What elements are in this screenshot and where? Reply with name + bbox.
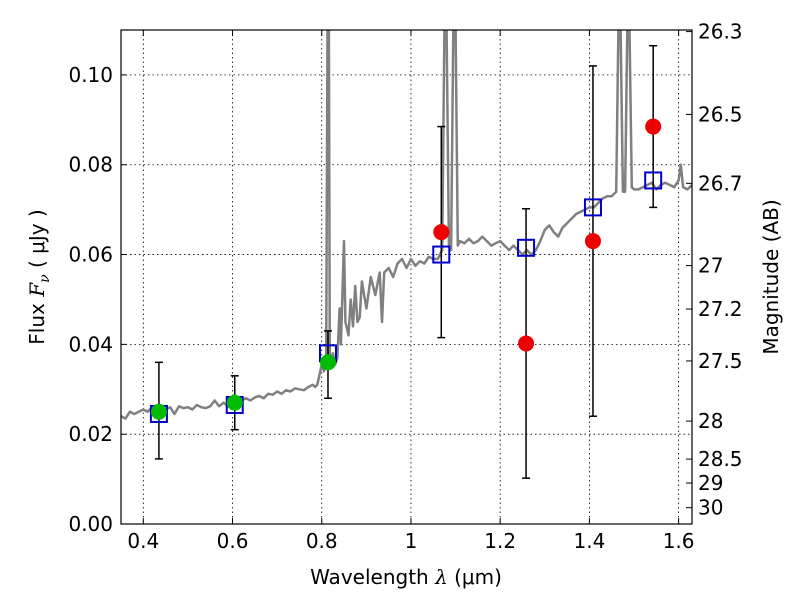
magnitude-tick-label: 27.2 xyxy=(698,297,743,321)
y-tick-label: 0.04 xyxy=(68,332,113,356)
model-photometry-point xyxy=(583,198,602,217)
magnitude-tick-label: 27 xyxy=(698,254,723,278)
x-tick-label: 0.4 xyxy=(127,529,159,553)
x-tick-label: 1.2 xyxy=(484,529,516,553)
magnitude-tick-label: 26.5 xyxy=(698,102,743,126)
x-tick-label: 0.8 xyxy=(306,529,338,553)
measurement-point xyxy=(584,233,601,250)
y-tick-label: 0.06 xyxy=(68,243,113,267)
magnitude-tick-label: 30 xyxy=(698,496,723,520)
spectrum-line xyxy=(121,30,692,420)
y-tick-label: 0.02 xyxy=(68,422,113,446)
magnitude-tick-label: 26.3 xyxy=(698,20,743,44)
model-photometry-point xyxy=(517,238,536,257)
model-photometry-point xyxy=(432,245,451,264)
y-tick-label: 0.00 xyxy=(68,512,113,536)
y-tick-label: 0.10 xyxy=(68,63,113,87)
x-tick-label: 0.6 xyxy=(217,529,249,553)
magnitude-tick-label: 28.5 xyxy=(698,447,743,471)
detection-point xyxy=(226,394,243,411)
plot-frame xyxy=(120,29,693,525)
magnitude-tick-label: 26.7 xyxy=(698,171,743,195)
detection-point xyxy=(150,403,167,420)
y-axis-label: Flux Fν ( μJy ) xyxy=(25,209,53,344)
magnitude-tick-label: 27.5 xyxy=(698,349,743,373)
magnitude-tick-label: 28 xyxy=(698,409,723,433)
x-tick-label: 1 xyxy=(405,529,418,553)
grid xyxy=(121,30,692,524)
x-tick-label: 1.6 xyxy=(663,529,695,553)
magnitude-axis-label: Magnitude (AB) xyxy=(759,199,783,354)
measurement-point xyxy=(433,224,450,241)
x-axis-label: Wavelength λ (μm) xyxy=(310,565,502,589)
y-axis: 0.00 0.02 0.04 0.06 0.08 0.10 xyxy=(68,63,127,536)
x-axis: 0.4 0.6 0.8 1 1.2 1.4 1.6 xyxy=(127,30,695,553)
model-photometry-point xyxy=(644,171,663,190)
measurement-point xyxy=(645,118,662,135)
y-tick-label: 0.08 xyxy=(68,153,113,177)
detection-point xyxy=(319,354,336,371)
measurement-point xyxy=(518,335,535,352)
plot-area xyxy=(121,30,692,479)
x-tick-label: 1.4 xyxy=(573,529,605,553)
magnitude-tick-label: 29 xyxy=(698,471,723,495)
